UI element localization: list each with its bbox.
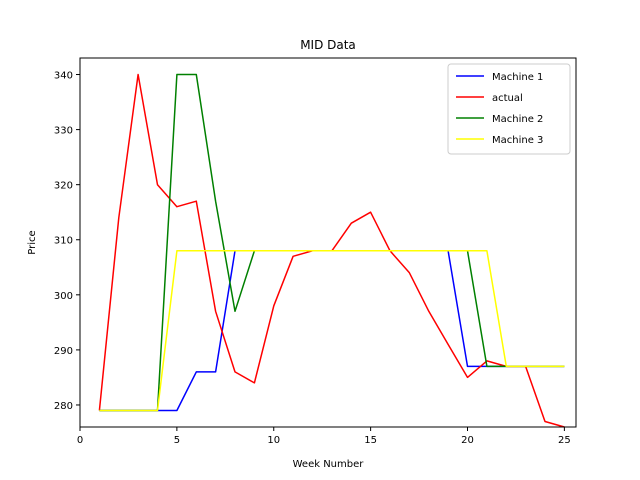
plot-frame: [79, 57, 577, 428]
legend-label: Machine 2: [492, 114, 543, 125]
y-axis-label: Price: [27, 230, 38, 254]
y-tick-label: 280: [54, 401, 73, 412]
y-axis-ticks: 280 290 300 310 320 330 340: [54, 71, 80, 412]
y-tick-label: 340: [54, 71, 73, 82]
plot-lines: [98, 73, 565, 428]
legend-box: [447, 63, 571, 155]
y-tick-label: 300: [54, 291, 73, 302]
x-tick-label: 20: [461, 435, 474, 446]
x-tick-label: 0: [77, 435, 83, 446]
y-tick-label: 310: [54, 236, 73, 247]
x-axis-ticks: 0 5 10 15 20 25: [77, 427, 571, 446]
x-tick-label: 15: [364, 435, 377, 446]
x-tick-label: 25: [558, 435, 571, 446]
legend: Machine 1 actual Machine 2 Machine 3: [447, 63, 571, 155]
legend-label: actual: [492, 93, 523, 104]
y-tick-label: 290: [54, 346, 73, 357]
x-tick-label: 5: [174, 435, 180, 446]
x-axis-label: Week Number: [293, 459, 365, 470]
y-tick-label: 320: [54, 181, 73, 192]
y-tick-label: 330: [54, 126, 73, 137]
series-line-0: [99, 250, 565, 412]
x-tick-label: 10: [267, 435, 280, 446]
chart-title: MID Data: [300, 38, 356, 52]
legend-label: Machine 3: [492, 135, 543, 146]
legend-label: Machine 1: [492, 72, 543, 83]
series-line-3: [99, 250, 565, 412]
